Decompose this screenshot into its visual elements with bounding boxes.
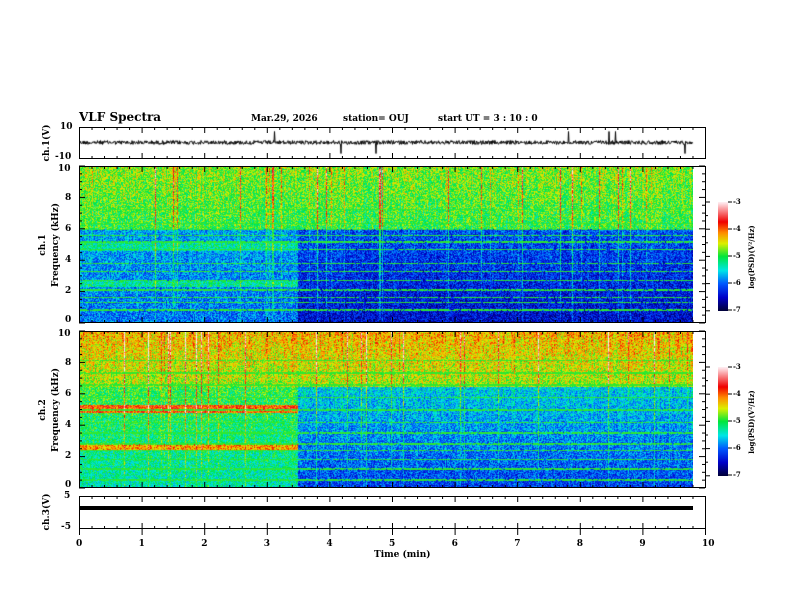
frequency-tick-label: 2 [65,451,72,461]
frequency-tick-label: 2 [65,286,72,296]
frequency-tick-label: 8 [65,193,72,203]
colorbar-tick-label: -5 [733,251,741,260]
frequency-tick-label: 4 [65,420,72,430]
colorbar-tick-label: -4 [733,389,741,398]
x-tick-label: 9 [639,539,646,549]
station-label: station= OUJ [343,114,409,124]
ch1-ytick-top: 10 [60,122,73,132]
colorbar-tick-label: -6 [733,443,741,452]
x-tick-label: 10 [702,539,715,549]
colorbar-tick-label: -6 [733,278,741,287]
colorbar-tick-label: -5 [733,416,741,425]
ch3-waveform-line [79,505,693,510]
x-tick-label: 2 [201,539,208,549]
colorbar-tick-label: -3 [733,197,741,206]
frequency-tick-label: 0 [65,315,72,325]
x-tick-label: 8 [576,539,584,549]
frequency-tick-label: 10 [58,164,71,174]
frequency-tick-label: 10 [58,329,71,339]
ch3-ytick-top: 5 [64,491,71,501]
date-label: Mar.29, 2026 [251,114,318,124]
colorbar-tick-label: -7 [733,470,741,479]
frequency-tick-label: 0 [65,480,72,490]
figure-title: VLF Spectra [79,110,162,124]
colorbar-tick-label: -3 [733,362,741,371]
ch1-spectrogram [79,167,693,322]
ch2-spectrogram [79,332,693,487]
frequency-tick-label: 8 [65,358,72,368]
start-time-label: start UT = 3 : 10 : 0 [438,114,538,124]
ch2-colorbar [718,367,728,476]
frequency-tick-label: 6 [65,224,72,234]
x-axis-label: Time (min) [374,550,431,560]
ch1-ytick-bottom: -10 [55,152,72,162]
colorbar-tick-label: -7 [733,305,741,314]
ch1-colorbar [718,202,728,311]
colorbar-tick-label: -4 [733,224,741,233]
x-tick-label: 5 [389,539,396,549]
ch3-ytick-bottom: -5 [61,522,71,532]
frequency-tick-label: 4 [65,255,72,265]
x-tick-label: 7 [514,539,521,549]
x-tick-label: 0 [76,539,83,549]
x-tick-label: 1 [138,539,145,549]
x-tick-label: 6 [451,539,458,549]
frequency-tick-label: 6 [65,389,72,399]
x-tick-label: 3 [263,539,271,549]
x-tick-label: 4 [326,539,333,549]
